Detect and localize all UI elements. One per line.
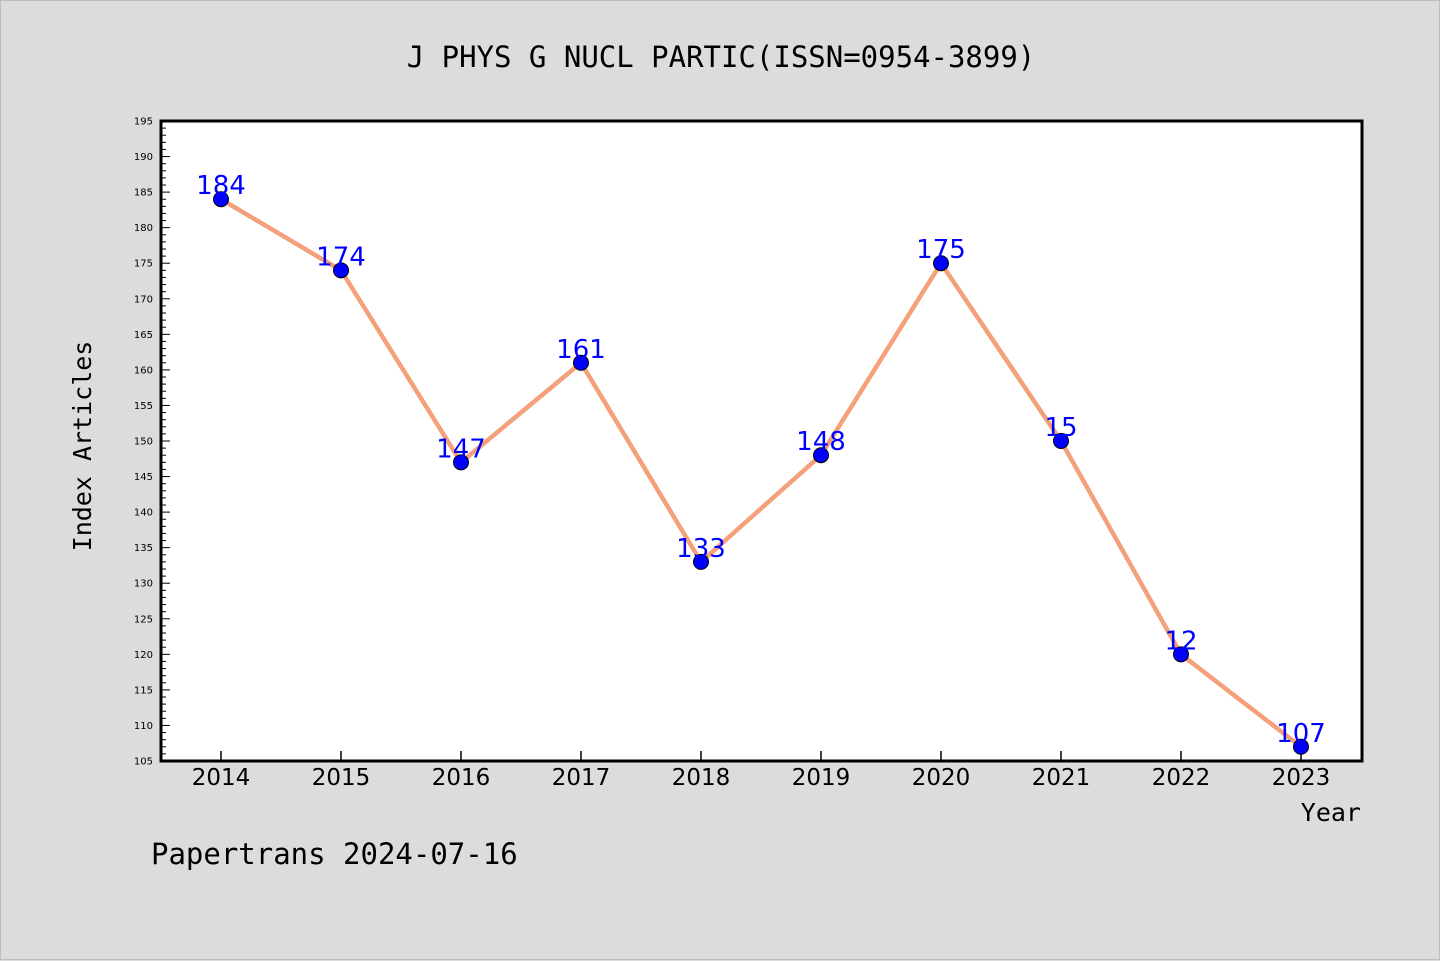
y-tick-label: 165 — [134, 330, 153, 341]
data-label: 12 — [1164, 626, 1197, 656]
data-point — [573, 354, 589, 371]
y-axis-label: Index Articles — [68, 341, 97, 552]
y-tick-label: 105 — [134, 757, 153, 768]
y-tick-label: 140 — [134, 508, 153, 519]
data-label: 15 — [1044, 413, 1077, 443]
data-labels-group: 184 174 147 161 133 148 175 15 12 107 — [196, 171, 1326, 749]
x-tick-label: 2023 — [1272, 765, 1331, 791]
y-tick-label: 160 — [134, 365, 153, 376]
chart-title: J PHYS G NUCL PARTIC(ISSN=0954-3899) — [407, 40, 1036, 74]
y-tick-label: 195 — [134, 117, 153, 128]
y-tick-label: 125 — [134, 614, 153, 625]
y-tick-label: 190 — [134, 152, 153, 163]
x-axis-label: Year — [1301, 798, 1361, 827]
x-tick-label: 2020 — [912, 765, 971, 791]
plot-frame — [159, 119, 1364, 763]
x-tick-label: 2014 — [192, 765, 251, 791]
y-tick-label: 135 — [134, 543, 153, 554]
y-tick-label: 145 — [134, 472, 153, 483]
x-tick-label: 2018 — [672, 765, 731, 791]
data-label: 148 — [796, 427, 846, 457]
x-tick-label: 2019 — [792, 765, 851, 791]
y-tick-label: 155 — [134, 401, 153, 412]
x-tick-label: 2016 — [432, 765, 491, 791]
x-tick-label: 2017 — [552, 765, 611, 791]
data-points-group — [213, 191, 1309, 755]
y-tick-label: 115 — [134, 685, 153, 696]
y-tick-label: 130 — [134, 579, 153, 590]
data-label: 184 — [196, 171, 246, 201]
data-label: 174 — [316, 242, 366, 272]
y-tick-label: 175 — [134, 259, 153, 270]
x-tick-label: 2021 — [1032, 765, 1091, 791]
series-line-group — [218, 196, 1304, 750]
data-point — [813, 447, 829, 464]
series-line — [218, 196, 1304, 750]
x-tick-label: 2022 — [1152, 765, 1211, 791]
data-label: 161 — [556, 335, 606, 365]
data-point — [1293, 738, 1309, 755]
data-label: 175 — [916, 235, 966, 265]
data-point — [453, 454, 469, 471]
x-tick-label: 2015 — [312, 765, 371, 791]
y-tick-label: 120 — [134, 650, 153, 661]
data-point — [1173, 646, 1189, 663]
data-point — [333, 262, 349, 279]
data-label: 133 — [676, 534, 726, 564]
y-tick-label: 150 — [134, 437, 153, 448]
x-axis-ticks: 2014 2015 2016 2017 2018 2019 2020 2021 2022 2023 — [192, 751, 1331, 791]
data-label: 147 — [436, 434, 486, 464]
data-point — [693, 553, 709, 570]
y-tick-label: 185 — [134, 188, 153, 199]
data-point — [933, 255, 949, 272]
y-tick-label: 180 — [134, 223, 153, 234]
y-tick-label: 110 — [134, 721, 153, 732]
data-point — [213, 191, 229, 208]
y-tick-label: 170 — [134, 294, 153, 305]
data-label: 107 — [1276, 719, 1326, 749]
footer-credit: Papertrans 2024-07-16 — [151, 837, 518, 871]
plot-area — [161, 121, 1362, 761]
data-point — [1053, 433, 1069, 449]
